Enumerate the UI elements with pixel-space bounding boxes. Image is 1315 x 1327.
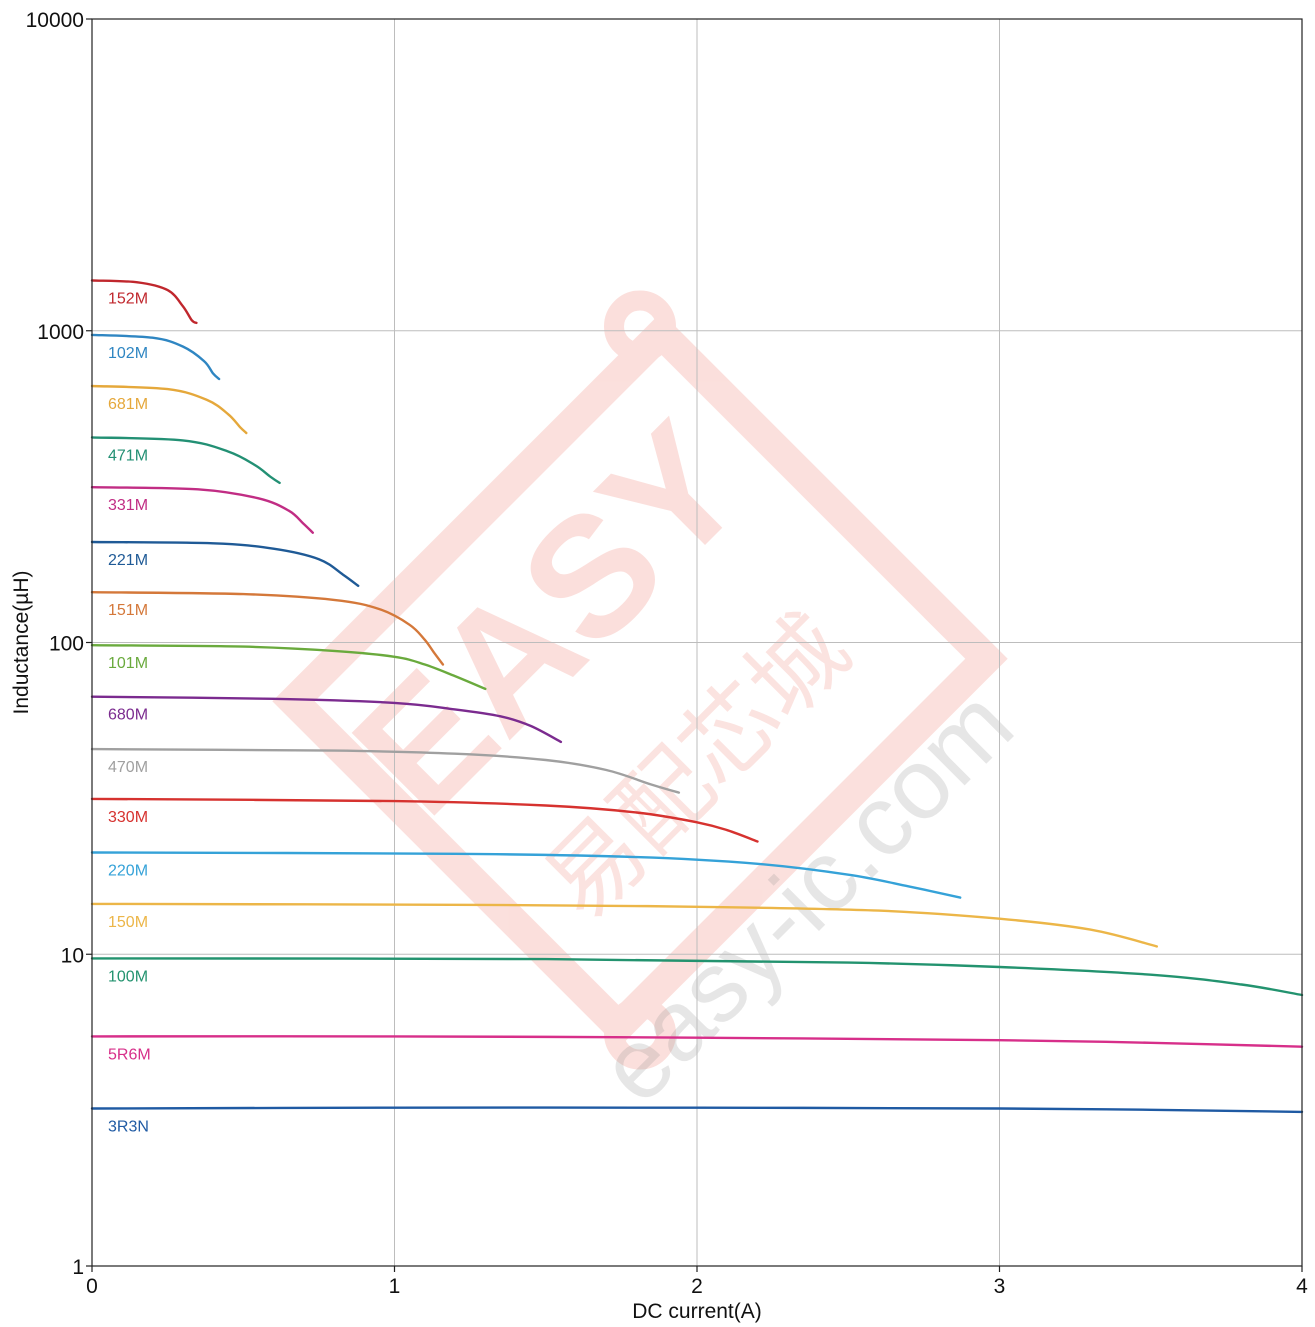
y-tick-label: 10 (61, 944, 84, 967)
series-label-471m: 471M (108, 447, 148, 464)
series-line-220m (90, 851, 962, 899)
series-line-3r3n (90, 1106, 1304, 1114)
series-label-331m: 331M (108, 497, 148, 514)
x-tick-label: 4 (1296, 1275, 1308, 1298)
series-label-151m: 151M (108, 602, 148, 619)
series-label-330m: 330M (108, 809, 148, 826)
watermark-url: easy-ic.com (578, 668, 1034, 1124)
series-label-100m: 100M (108, 968, 148, 985)
y-tick-label: 1 (72, 1256, 84, 1279)
y-tick-label: 100 (49, 633, 84, 656)
series-line-100m (90, 957, 1304, 997)
series-label-152m: 152M (108, 290, 148, 307)
y-tick-label: 1000 (37, 321, 84, 344)
series-line-152m (90, 279, 198, 325)
series-line-470m (90, 747, 681, 794)
y-axis-title: Inductance(µH) (10, 571, 33, 715)
series-label-221m: 221M (108, 552, 148, 569)
plot-frame (91, 18, 1303, 1267)
y-tick-label: 10000 (26, 9, 84, 32)
x-tick-label: 2 (691, 1275, 703, 1298)
series-label-5r6m: 5R6M (108, 1046, 151, 1063)
x-tick-label: 1 (389, 1275, 401, 1298)
watermark: EASY 易配芯城 easy-ic.com (272, 290, 1034, 1124)
series-label-470m: 470M (108, 759, 148, 776)
series-label-3r3n: 3R3N (108, 1119, 149, 1136)
series-label-102m: 102M (108, 345, 148, 362)
series-line-150m (90, 902, 1158, 948)
series-curves (90, 279, 1304, 1114)
series-line-680m (90, 695, 563, 744)
series-line-101m (90, 644, 487, 691)
grid (92, 19, 1302, 1266)
series-line-471m (90, 436, 281, 485)
series-line-681m (90, 384, 248, 435)
series-labels: 152M 102M 681M 471M 331M 221M 151M 101M 680M 470M… (108, 290, 151, 1135)
series-line-151m (90, 591, 445, 666)
series-line-221m (90, 540, 360, 587)
x-axis-title: DC current(A) (632, 1300, 762, 1323)
x-tick-label: 0 (86, 1275, 98, 1298)
series-line-330m (90, 797, 759, 843)
series-label-220m: 220M (108, 863, 148, 880)
series-label-101m: 101M (108, 655, 148, 672)
watermark-brand: EASY (318, 388, 780, 850)
series-label-680m: 680M (108, 707, 148, 724)
watermark-logo-graphic (272, 290, 1008, 1070)
series-line-102m (90, 333, 221, 381)
x-tick-label: 3 (994, 1275, 1006, 1298)
series-label-150m: 150M (108, 914, 148, 931)
series-line-5r6m (90, 1035, 1304, 1048)
series-label-681m: 681M (108, 396, 148, 413)
series-line-331m (90, 486, 314, 534)
